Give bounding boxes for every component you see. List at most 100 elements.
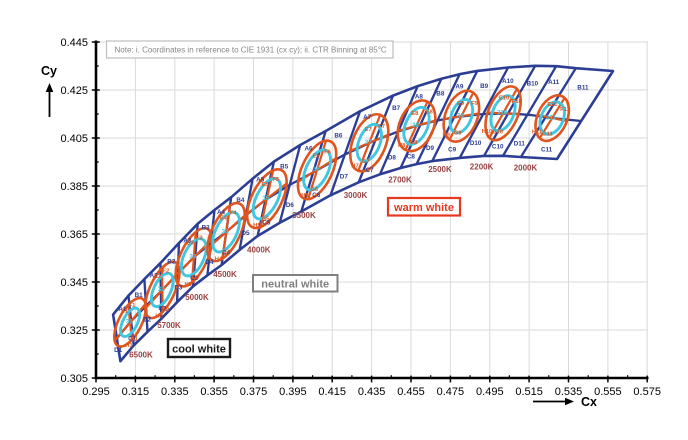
svg-text:B6: B6 (334, 133, 343, 140)
svg-text:2000K: 2000K (514, 164, 538, 173)
svg-text:C8: C8 (407, 154, 416, 161)
svg-text:A3: A3 (183, 238, 192, 245)
svg-text:0.535: 0.535 (555, 386, 583, 398)
svg-text:D9: D9 (426, 145, 435, 152)
svg-text:0.325: 0.325 (60, 325, 88, 337)
svg-text:Note: i. Coordinates in refere: Note: i. Coordinates in reference to CIE… (115, 45, 387, 54)
svg-text:H11: H11 (532, 130, 543, 136)
svg-text:310: 310 (497, 110, 508, 117)
svg-text:F2: F2 (163, 269, 170, 275)
svg-text:0.345: 0.345 (60, 277, 88, 289)
svg-text:4000K: 4000K (247, 246, 271, 255)
svg-text:31: 31 (126, 319, 134, 326)
svg-text:2500K: 2500K (428, 165, 452, 174)
svg-text:A1: A1 (118, 306, 127, 313)
svg-text:D11: D11 (514, 141, 526, 148)
svg-text:0.455: 0.455 (397, 386, 425, 398)
svg-text:0.315: 0.315 (122, 386, 150, 398)
svg-text:0.515: 0.515 (515, 386, 543, 398)
svg-text:E9: E9 (457, 101, 465, 107)
svg-text:0.575: 0.575 (633, 386, 661, 398)
svg-text:H4: H4 (215, 256, 223, 262)
svg-text:0.475: 0.475 (437, 386, 465, 398)
svg-text:5000K: 5000K (185, 293, 209, 302)
svg-text:0.445: 0.445 (60, 37, 88, 49)
svg-text:neutral white: neutral white (261, 279, 329, 291)
svg-text:0.415: 0.415 (318, 386, 346, 398)
svg-text:E11: E11 (547, 102, 558, 108)
svg-text:C7: C7 (365, 167, 374, 174)
svg-text:B9: B9 (480, 83, 489, 90)
svg-text:D2: D2 (143, 317, 152, 324)
svg-text:33: 33 (189, 254, 197, 261)
svg-text:Cy: Cy (41, 64, 57, 78)
svg-text:D4: D4 (205, 259, 214, 266)
svg-text:A4: A4 (217, 209, 226, 216)
svg-text:0.355: 0.355 (200, 386, 228, 398)
svg-text:F9: F9 (471, 101, 479, 107)
svg-text:G8: G8 (410, 140, 419, 146)
svg-text:B4: B4 (236, 197, 245, 204)
svg-text:0.425: 0.425 (60, 85, 88, 97)
svg-text:E1: E1 (121, 309, 129, 315)
svg-text:A10: A10 (502, 78, 514, 85)
svg-text:cool white: cool white (172, 344, 226, 356)
svg-text:C5: C5 (262, 220, 271, 227)
svg-text:C11: C11 (541, 147, 553, 154)
svg-text:G4: G4 (222, 250, 231, 256)
svg-text:A5: A5 (256, 177, 265, 184)
svg-text:A8: A8 (415, 94, 424, 101)
svg-text:A9: A9 (455, 83, 464, 90)
svg-text:39: 39 (457, 112, 465, 119)
svg-text:D6: D6 (286, 202, 295, 209)
svg-text:35: 35 (262, 195, 270, 202)
svg-text:C2: C2 (158, 305, 167, 312)
svg-text:32: 32 (158, 286, 166, 293)
svg-text:D5: D5 (241, 230, 250, 237)
svg-text:D10: D10 (470, 140, 482, 147)
svg-text:G6: G6 (310, 187, 319, 193)
svg-text:5700K: 5700K (157, 321, 181, 330)
svg-text:D8: D8 (388, 155, 397, 162)
svg-text:D7: D7 (340, 174, 349, 181)
svg-text:H1: H1 (125, 343, 133, 349)
svg-text:G2: G2 (161, 307, 169, 313)
svg-text:F1: F1 (129, 303, 137, 309)
svg-text:B5: B5 (280, 164, 289, 171)
svg-text:0.305: 0.305 (60, 373, 88, 385)
svg-text:F6: F6 (324, 149, 332, 155)
svg-text:E5: E5 (261, 182, 269, 188)
svg-text:H10: H10 (482, 129, 493, 135)
svg-text:0.395: 0.395 (279, 386, 307, 398)
svg-text:C9: C9 (448, 146, 457, 153)
svg-text:D1: D1 (114, 347, 123, 354)
svg-text:H7: H7 (351, 164, 358, 170)
svg-text:H8: H8 (398, 143, 406, 149)
svg-text:37: 37 (365, 139, 373, 146)
svg-text:0.385: 0.385 (60, 181, 88, 193)
svg-text:B10: B10 (527, 80, 539, 87)
svg-text:B7: B7 (392, 105, 401, 112)
svg-text:A7: A7 (363, 114, 372, 121)
svg-text:311: 311 (546, 114, 557, 121)
svg-text:B2: B2 (167, 258, 176, 265)
svg-text:0.495: 0.495 (476, 386, 504, 398)
svg-text:34: 34 (222, 228, 230, 235)
svg-text:warm white: warm white (393, 202, 454, 214)
svg-text:38: 38 (412, 122, 420, 129)
svg-text:2200K: 2200K (470, 163, 494, 172)
svg-text:Cx: Cx (581, 395, 597, 409)
svg-text:0.365: 0.365 (60, 229, 88, 241)
svg-text:C3: C3 (190, 275, 199, 282)
svg-text:B3: B3 (202, 225, 211, 232)
svg-text:G9: G9 (454, 130, 463, 136)
svg-text:G10: G10 (492, 129, 503, 135)
svg-text:F3: F3 (196, 235, 204, 241)
svg-text:0.335: 0.335 (161, 386, 189, 398)
svg-text:H9: H9 (442, 132, 450, 138)
svg-text:3500K: 3500K (292, 211, 316, 220)
svg-text:D3: D3 (174, 285, 183, 292)
svg-text:E4: E4 (220, 216, 228, 222)
svg-text:A2: A2 (150, 273, 159, 280)
svg-text:6500K: 6500K (129, 351, 153, 360)
